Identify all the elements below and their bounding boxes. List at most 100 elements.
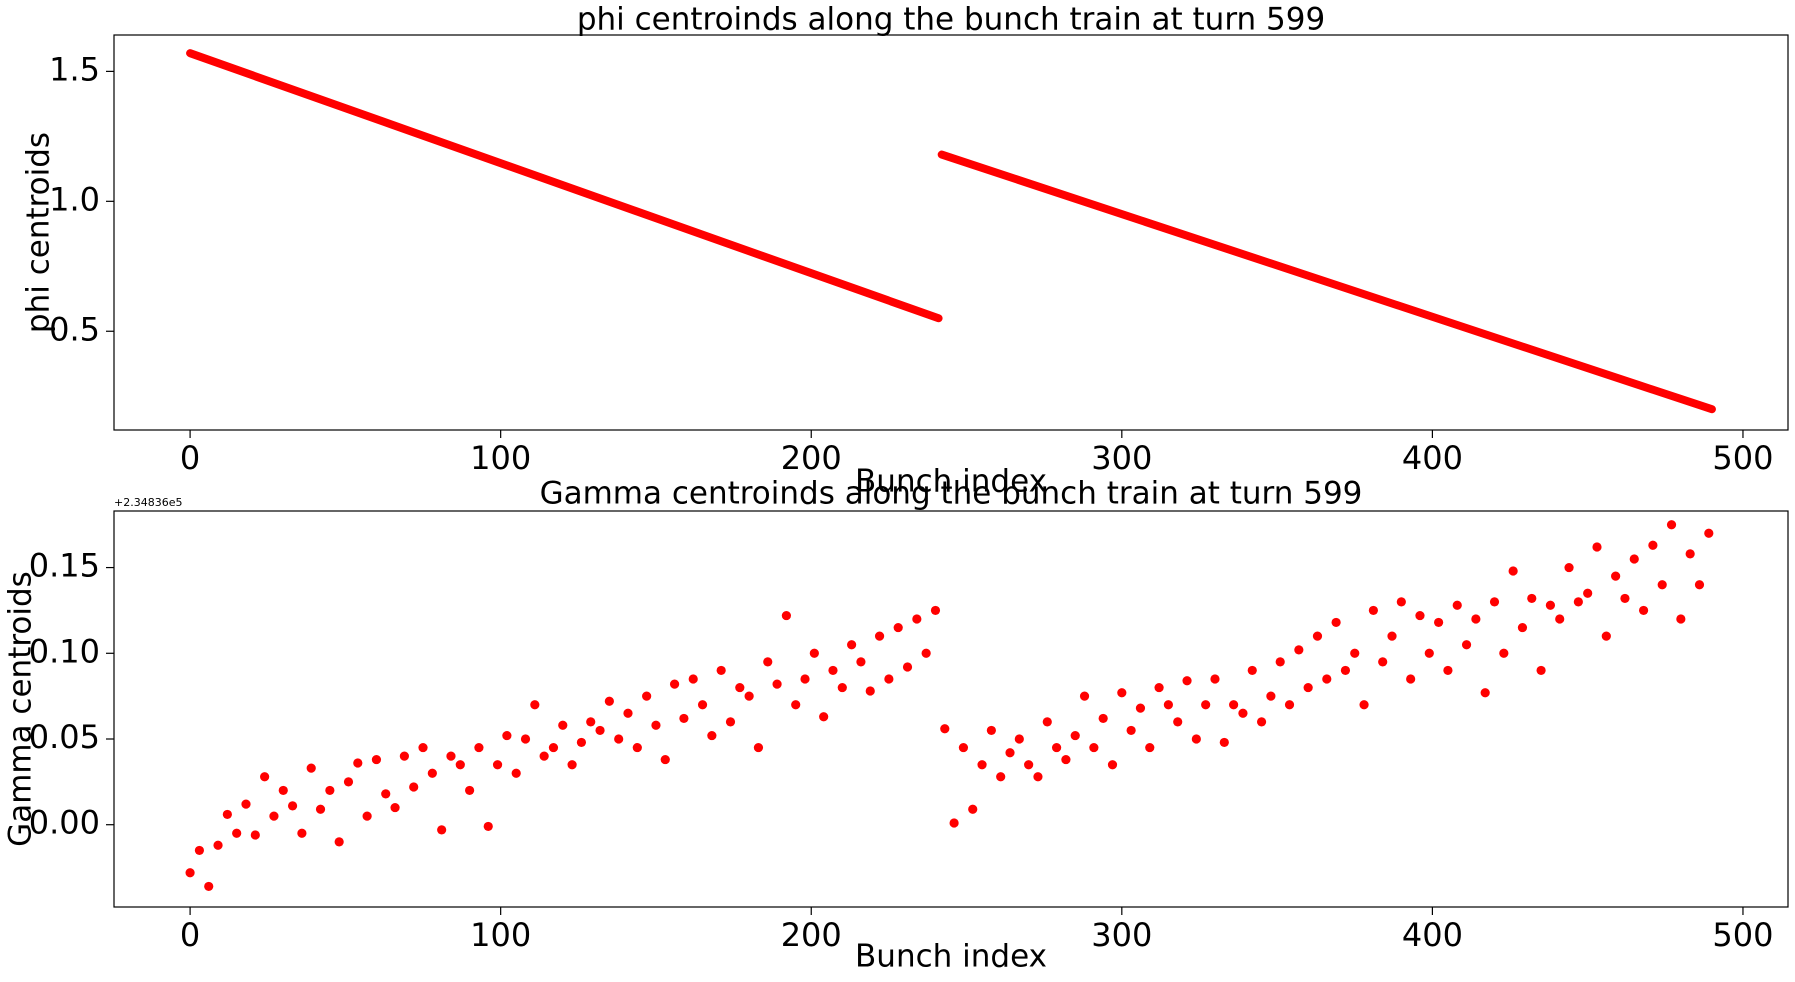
data-point (1704, 528, 1714, 538)
data-point (1051, 742, 1062, 753)
data-point (1070, 730, 1080, 741)
data-point (586, 717, 596, 727)
x-tick-label: 400 (1402, 439, 1463, 477)
y-axis-label: Gamma centroids (3, 571, 39, 847)
data-point (1312, 631, 1323, 641)
data-point (511, 768, 521, 778)
x-tick-label: 500 (1712, 439, 1773, 477)
y-tick-label: 1.5 (49, 50, 100, 88)
y-tick-label: 0.10 (29, 632, 100, 670)
data-point (781, 610, 791, 621)
data-point (1238, 708, 1248, 718)
data-point (1657, 580, 1667, 590)
data-point (1564, 562, 1574, 573)
data-point (651, 720, 661, 730)
data-point (1499, 648, 1509, 658)
data-point (306, 763, 316, 773)
data-point (1406, 674, 1416, 684)
data-point (269, 811, 279, 821)
data-point (437, 825, 447, 835)
data-point (427, 768, 437, 778)
data-point (1648, 540, 1658, 550)
data-point (716, 665, 726, 676)
data-point (390, 802, 400, 813)
data-point (986, 725, 996, 736)
data-point (1191, 734, 1201, 744)
data-point (278, 785, 288, 796)
data-point (604, 696, 614, 706)
x-tick-label: 200 (781, 916, 842, 954)
data-point (1396, 597, 1406, 607)
data-point (725, 717, 736, 727)
x-tick-label: 100 (470, 916, 531, 954)
data-point (250, 830, 260, 840)
data-point (791, 700, 801, 710)
data-point (1387, 631, 1397, 641)
data-point (623, 708, 633, 718)
data-point (968, 804, 978, 814)
data-point (1322, 674, 1332, 684)
data-point (194, 845, 205, 856)
data-point (996, 772, 1006, 782)
data-point (492, 760, 503, 770)
data-point (520, 734, 531, 744)
data-point (213, 840, 223, 850)
data-point (1536, 665, 1546, 676)
data-point (1676, 614, 1686, 624)
data-point (567, 760, 577, 770)
data-point (763, 657, 773, 667)
data-point (1685, 549, 1695, 559)
data-point (399, 751, 409, 761)
data-point (418, 742, 428, 753)
data-point (530, 700, 540, 710)
x-tick-label: 0 (180, 439, 200, 477)
data-point (856, 657, 866, 667)
y-axis-label: phi centroids (21, 132, 57, 333)
data-point (325, 785, 335, 796)
data-point (837, 682, 847, 693)
plot-frame (113, 510, 1789, 908)
data-point (865, 686, 875, 696)
data-point (1359, 700, 1369, 710)
data-point (381, 789, 391, 799)
y-tick-label: 0.00 (29, 804, 100, 842)
data-point (940, 724, 950, 734)
data-point (847, 640, 857, 650)
data-point (912, 614, 922, 624)
data-point (642, 691, 652, 701)
data-point (1638, 605, 1649, 616)
y-tick-label: 0.05 (29, 718, 100, 756)
data-point (753, 742, 764, 753)
data-point (679, 713, 689, 724)
data-point (232, 828, 242, 838)
data-point (921, 648, 931, 658)
data-point (1266, 691, 1276, 701)
data-point (874, 631, 885, 641)
data-point (1005, 748, 1015, 758)
data-point (660, 754, 670, 765)
data-point (1508, 566, 1518, 576)
x-tick-label: 200 (781, 439, 842, 477)
data-point (1694, 580, 1705, 590)
data-point (474, 742, 484, 753)
data-point (1611, 571, 1621, 581)
data-point (1107, 760, 1118, 770)
data-point (1583, 588, 1593, 598)
data-point (353, 758, 363, 768)
data-point (483, 821, 493, 832)
data-point (930, 605, 941, 616)
data-point (1163, 700, 1174, 710)
data-point (1117, 688, 1127, 698)
plot-frame (113, 34, 1789, 431)
data-point (455, 760, 465, 770)
data-point (772, 679, 782, 689)
data-point (1294, 645, 1304, 655)
data-point (409, 782, 419, 792)
data-point (1517, 622, 1528, 633)
data-point (1098, 713, 1108, 724)
data-point (1573, 597, 1583, 607)
data-point (260, 772, 270, 782)
data-point (539, 751, 549, 761)
x-tick-label: 100 (470, 439, 531, 477)
